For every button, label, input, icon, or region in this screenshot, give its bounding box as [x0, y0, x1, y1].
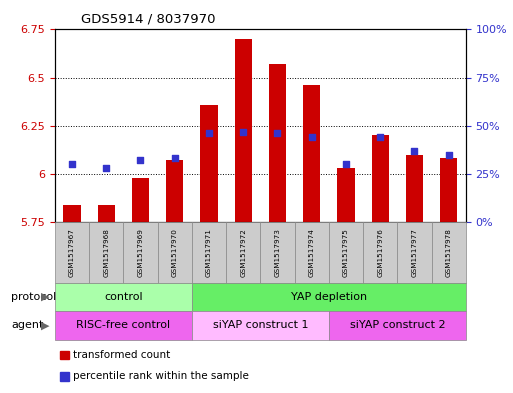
Bar: [97, 205, 115, 222]
Point: [445, 151, 453, 158]
Text: ▶: ▶: [42, 292, 50, 302]
Text: GDS5914 / 8037970: GDS5914 / 8037970: [81, 13, 215, 26]
Text: GSM1517974: GSM1517974: [309, 228, 314, 277]
Text: GSM1517972: GSM1517972: [240, 228, 246, 277]
Text: GSM1517969: GSM1517969: [137, 228, 144, 277]
Text: transformed count: transformed count: [73, 350, 170, 360]
Text: GSM1517976: GSM1517976: [377, 228, 383, 277]
Bar: [406, 155, 423, 222]
Point: [410, 148, 419, 154]
Bar: [303, 85, 320, 222]
Point: [239, 129, 247, 135]
Bar: [201, 105, 218, 222]
Bar: [371, 135, 389, 222]
Bar: [234, 39, 252, 222]
Bar: [64, 205, 81, 222]
Text: siYAP construct 2: siYAP construct 2: [349, 320, 445, 331]
Bar: [338, 168, 354, 222]
Point: [68, 161, 76, 167]
Text: control: control: [104, 292, 143, 302]
Text: GSM1517977: GSM1517977: [411, 228, 418, 277]
Point: [273, 130, 282, 137]
Text: GSM1517975: GSM1517975: [343, 228, 349, 277]
Text: GSM1517967: GSM1517967: [69, 228, 75, 277]
Text: GSM1517971: GSM1517971: [206, 228, 212, 277]
Bar: [269, 64, 286, 222]
Text: GSM1517968: GSM1517968: [103, 228, 109, 277]
Point: [171, 155, 179, 162]
Point: [342, 161, 350, 167]
Point: [102, 165, 110, 171]
Point: [308, 134, 316, 140]
Text: agent: agent: [11, 320, 44, 331]
Point: [376, 134, 384, 140]
Text: RISC-free control: RISC-free control: [76, 320, 170, 331]
Text: percentile rank within the sample: percentile rank within the sample: [73, 371, 249, 382]
Bar: [166, 160, 183, 222]
Point: [136, 157, 145, 163]
Point: [205, 130, 213, 137]
Text: YAP depletion: YAP depletion: [291, 292, 367, 302]
Bar: [440, 158, 457, 222]
Text: GSM1517970: GSM1517970: [172, 228, 177, 277]
Text: GSM1517978: GSM1517978: [446, 228, 451, 277]
Bar: [132, 178, 149, 222]
Text: siYAP construct 1: siYAP construct 1: [212, 320, 308, 331]
Text: GSM1517973: GSM1517973: [274, 228, 281, 277]
Text: ▶: ▶: [42, 320, 50, 331]
Text: protocol: protocol: [11, 292, 56, 302]
